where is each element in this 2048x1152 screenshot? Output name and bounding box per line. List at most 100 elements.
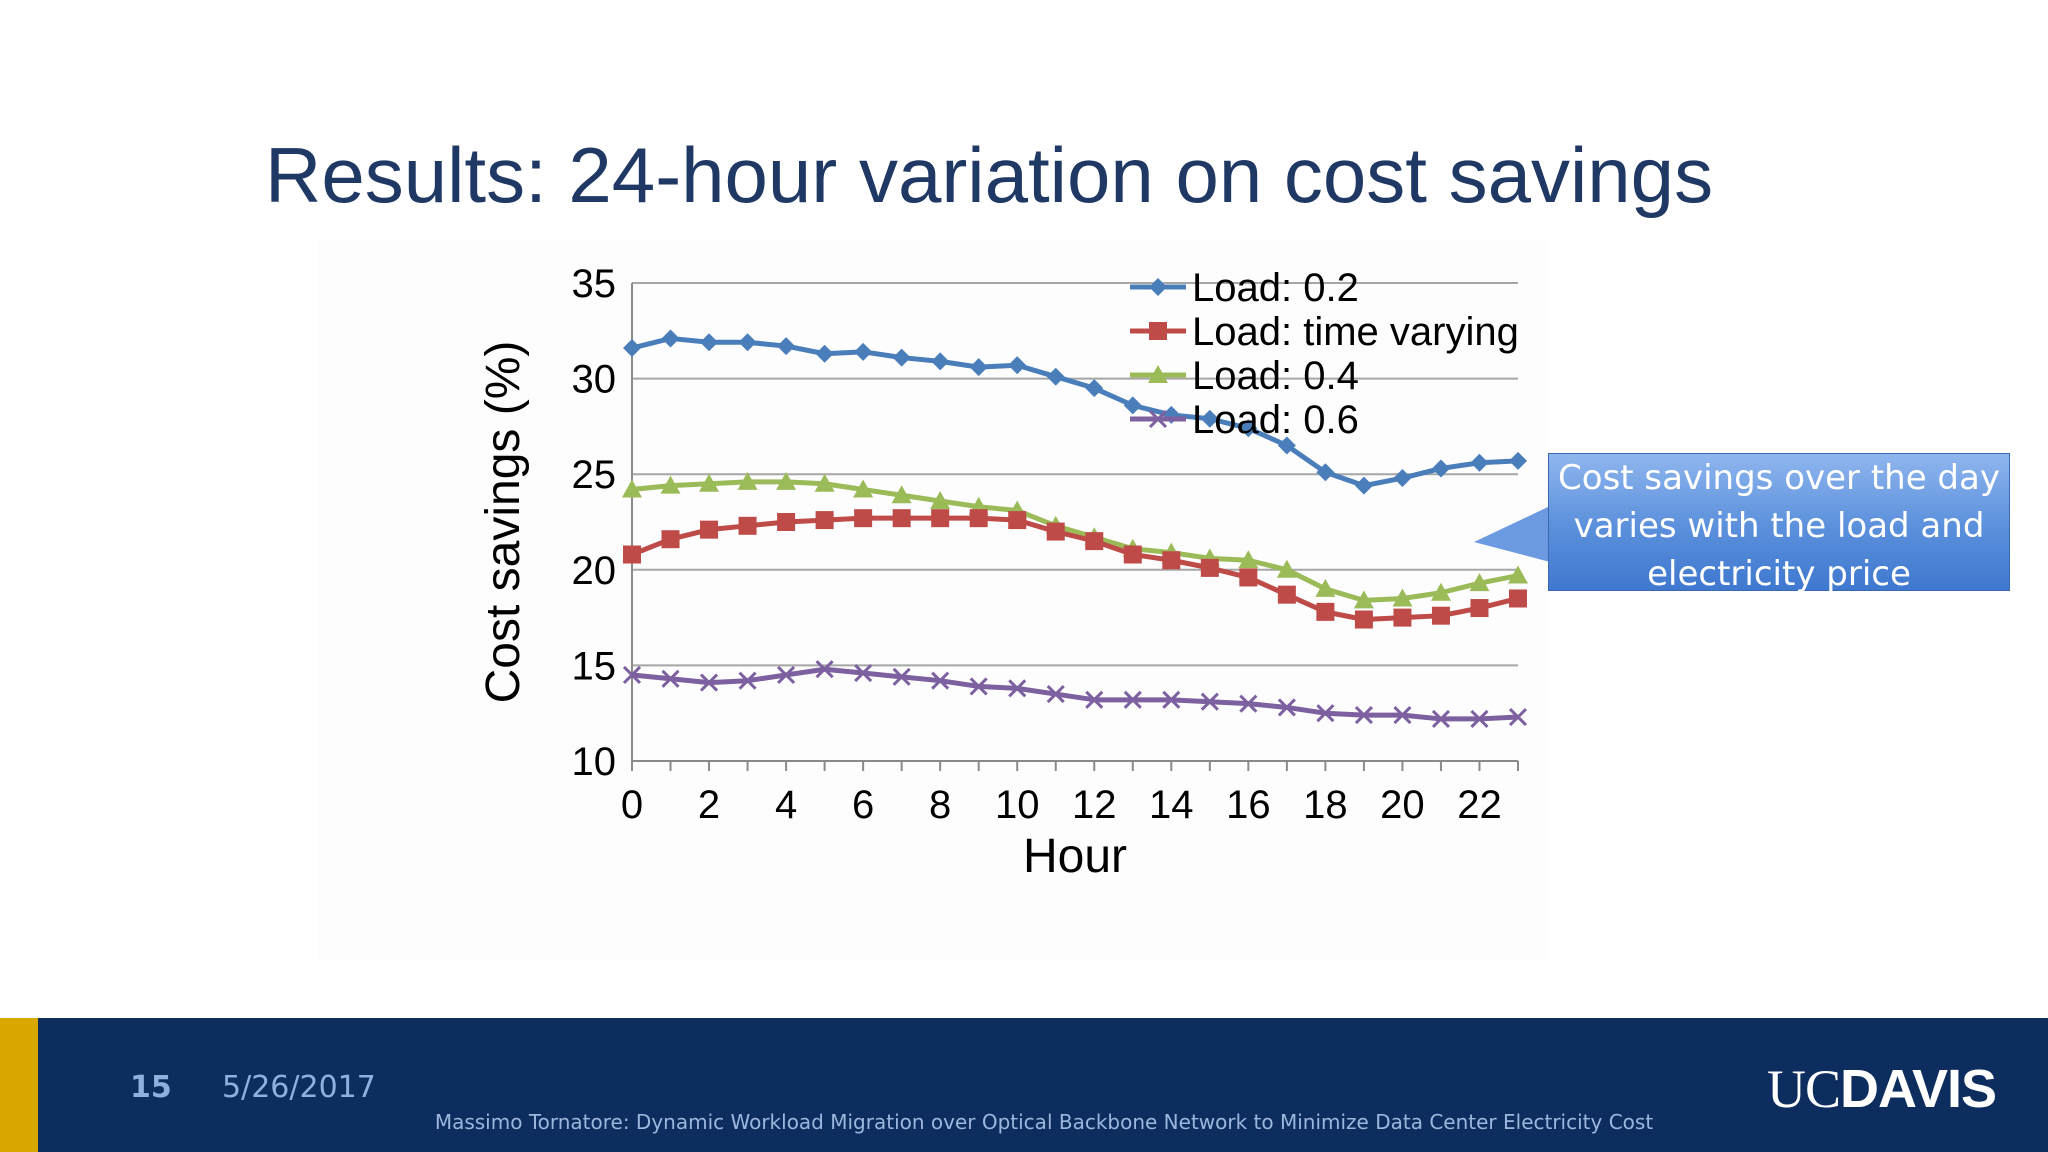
data-point: [1085, 532, 1104, 551]
data-point: [1008, 679, 1027, 698]
data-point: [1393, 608, 1412, 627]
data-point: [854, 663, 873, 683]
data-point: [1354, 610, 1373, 629]
data-point: [1276, 559, 1297, 578]
data-point: [815, 660, 834, 679]
data-point: [1316, 704, 1335, 723]
data-point: [1393, 469, 1412, 488]
x-tick-label: 6: [852, 783, 874, 827]
data-point: [1509, 451, 1527, 470]
data-point: [1508, 565, 1528, 584]
callout-line-1: Cost savings over the day: [1558, 458, 2000, 498]
legend-label: Load: 0.4: [1192, 354, 1359, 398]
data-point: [969, 358, 988, 377]
x-tick-label: 8: [929, 783, 951, 827]
data-point: [1277, 436, 1296, 455]
data-point: [931, 671, 950, 690]
data-point: [931, 509, 950, 528]
callout-box: Cost savings over the day varies with th…: [1548, 453, 2010, 594]
line-chart: 10 15 20 25 30 35 0 2 4 6 8 10 12 14 16 18 20 22 Hour Cost …: [477, 262, 1528, 883]
x-tick-label: 2: [698, 783, 720, 827]
x-tick-label: 0: [621, 783, 643, 827]
data-point: [1200, 409, 1219, 428]
data-point: [700, 333, 719, 352]
data-point: [776, 471, 797, 490]
data-point: [1470, 709, 1489, 728]
data-point: [777, 513, 796, 531]
x-tick-label: 4: [775, 783, 797, 827]
data-point: [969, 509, 988, 528]
data-point: [1123, 545, 1142, 564]
data-point: [1354, 476, 1373, 495]
data-point: [1508, 707, 1528, 727]
data-point: [1046, 522, 1065, 541]
data-point: [1316, 602, 1335, 621]
data-point: [700, 520, 719, 539]
data-point: [737, 471, 758, 490]
data-point: [1085, 379, 1104, 398]
legend-label: Load: time varying: [1192, 310, 1519, 354]
data-point: [1354, 706, 1373, 725]
data-point: [1353, 590, 1374, 609]
data-point: [931, 352, 950, 371]
callout-line-2: varies with the load and: [1573, 506, 1985, 546]
y-tick-label: 15: [572, 644, 617, 688]
data-point: [891, 485, 912, 504]
x-tick-label: 20: [1380, 783, 1425, 827]
y-tick-label: 30: [572, 358, 617, 402]
data-point: [1277, 698, 1296, 717]
data-point: [1123, 396, 1142, 415]
data-point: [1277, 585, 1296, 604]
data-point: [699, 473, 720, 492]
x-axis-title: Hour: [1023, 830, 1127, 883]
slide-date: 5/26/2017: [222, 1070, 376, 1105]
x-tick-label: 10: [995, 783, 1040, 827]
callout-line-3: electricity price: [1647, 554, 1911, 594]
data-point: [699, 673, 719, 692]
chart-area: 10 15 20 25 30 35 0 2 4 6 8 10 12 14 16 18 20 22 Hour Cost …: [318, 240, 1548, 960]
data-point: [1046, 685, 1065, 704]
x-tick-label: 14: [1149, 783, 1194, 827]
data-point: [1239, 694, 1258, 713]
footer-accent-bar: [0, 1018, 38, 1152]
data-point: [1238, 550, 1259, 569]
data-point: [622, 665, 642, 685]
data-point: [777, 665, 796, 685]
data-point: [622, 479, 642, 498]
slide-title: Results: 24-hour variation on cost savin…: [265, 131, 1714, 219]
data-point: [1393, 706, 1412, 725]
legend-marker: [1148, 365, 1168, 383]
data-point: [1239, 419, 1258, 438]
data-point: [1392, 588, 1413, 607]
data-point: [1431, 606, 1450, 625]
data-point: [854, 342, 873, 361]
legend-label: Load: 0.6: [1192, 398, 1359, 442]
series-line: [631, 666, 1519, 722]
legend-label: Load: 0.2: [1192, 266, 1359, 310]
y-tick-label: 35: [572, 262, 617, 306]
data-point: [1315, 578, 1336, 597]
data-point: [814, 473, 835, 492]
data-point: [1470, 599, 1489, 618]
data-point: [738, 333, 757, 352]
data-point: [969, 677, 988, 696]
data-point: [892, 667, 911, 686]
data-point: [892, 509, 911, 528]
logo-uc-text: UC: [1766, 1059, 1841, 1119]
y-tick-label: 20: [572, 549, 617, 593]
x-tick-label: 16: [1226, 783, 1271, 827]
series-line: [631, 335, 1519, 489]
data-point: [1162, 690, 1181, 709]
data-point: [777, 337, 796, 356]
data-point: [661, 669, 680, 688]
x-tick-label: 22: [1457, 783, 1502, 827]
data-point: [1316, 463, 1335, 482]
data-point: [738, 671, 757, 690]
data-point: [930, 490, 951, 509]
data-point: [1085, 690, 1104, 709]
legend-marker: [1148, 409, 1168, 429]
data-point: [1431, 459, 1450, 478]
callout-pointer: [1474, 506, 1550, 562]
data-point: [1469, 573, 1490, 592]
